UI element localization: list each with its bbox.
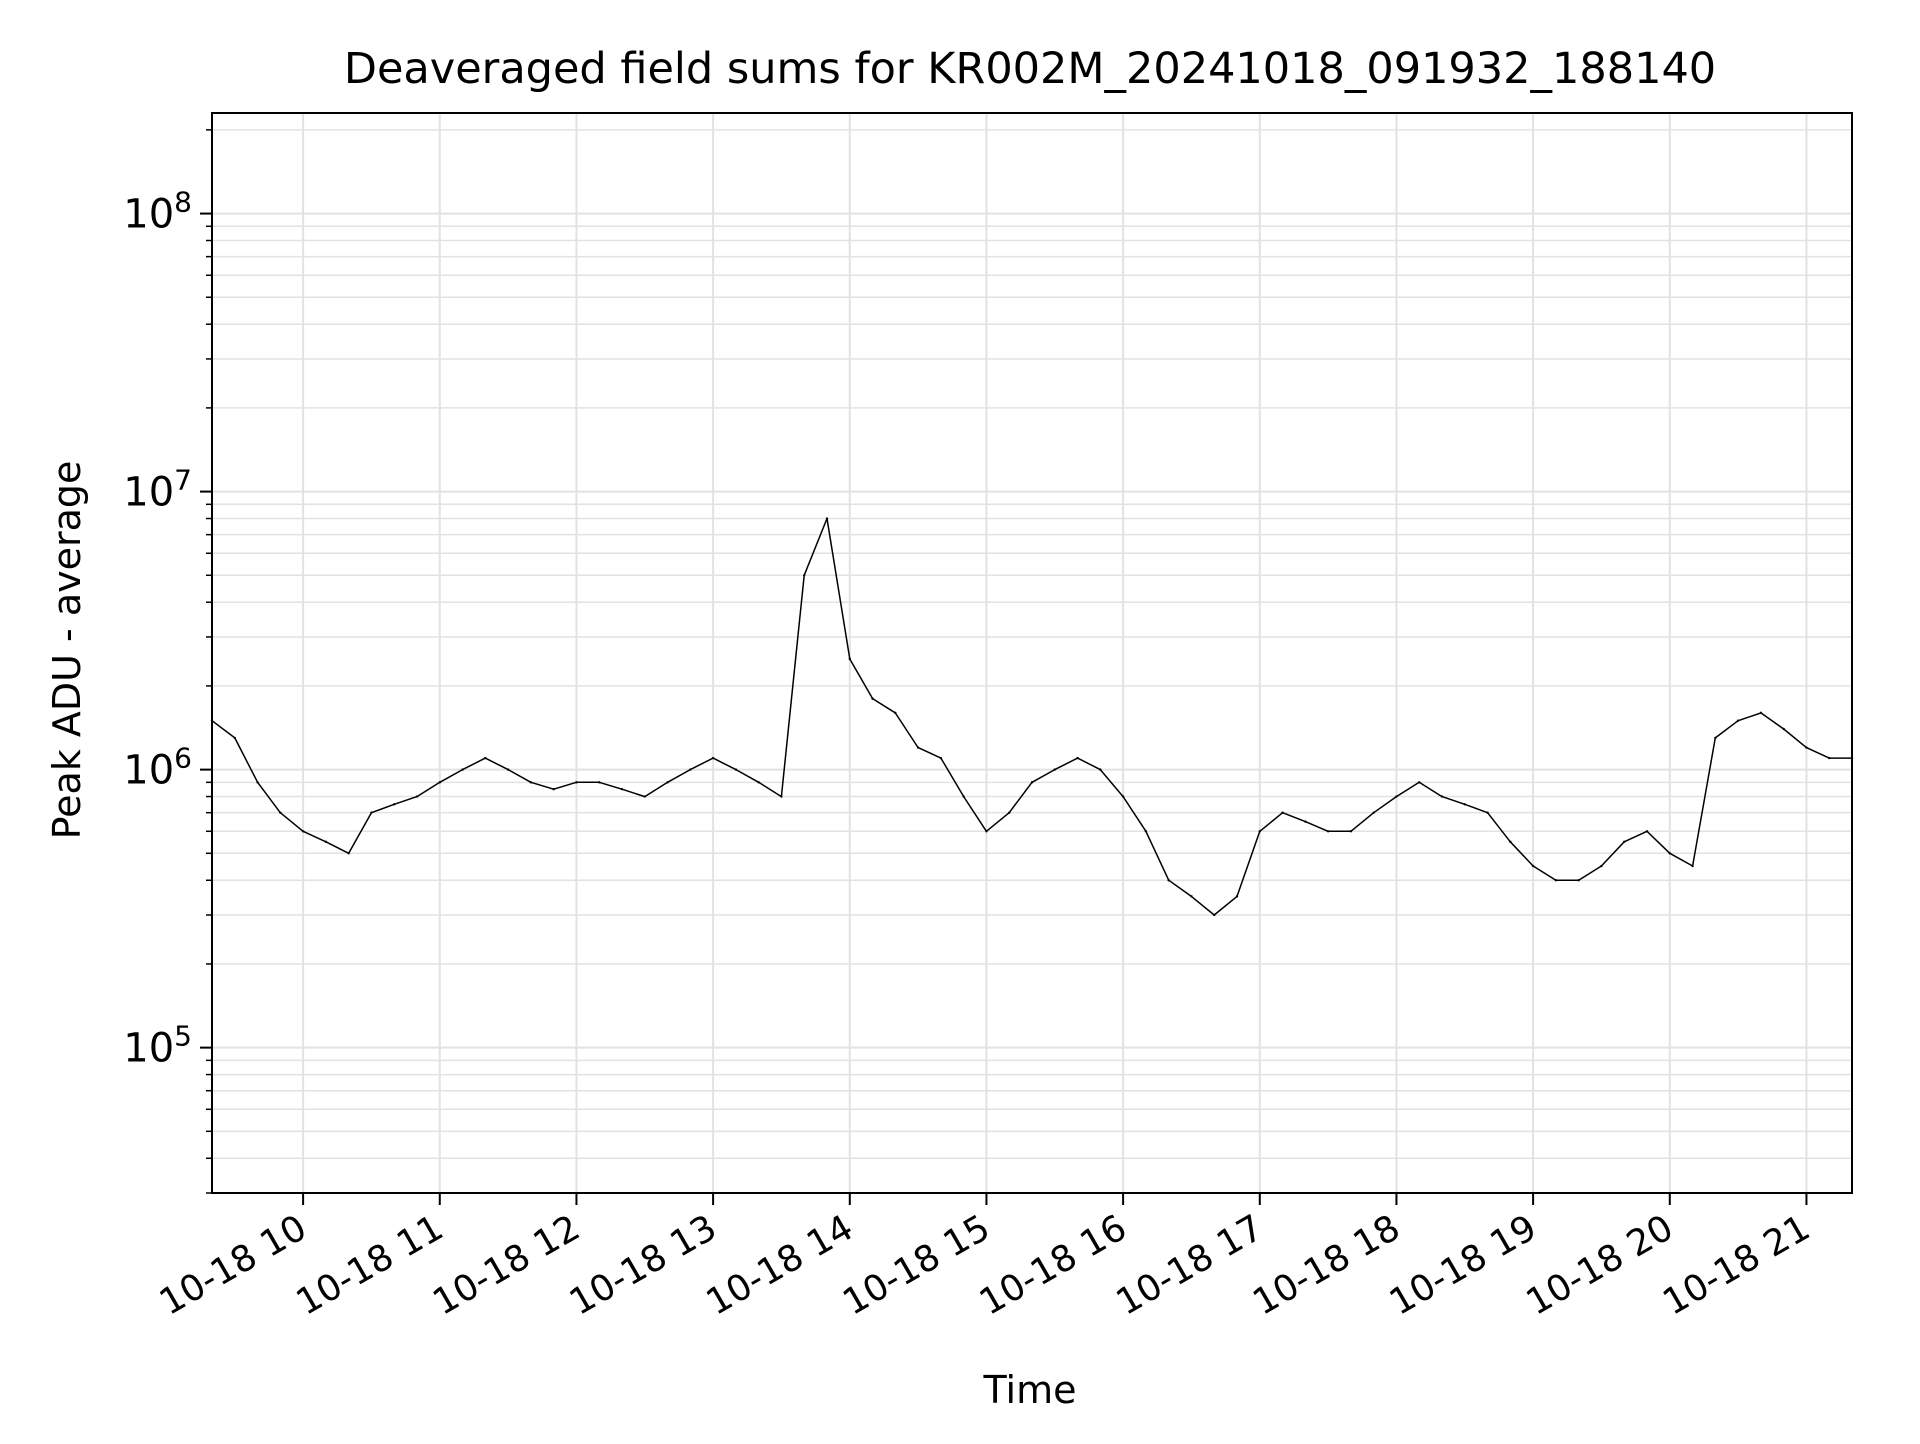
data-point: [552, 788, 555, 791]
data-point: [1144, 830, 1148, 833]
data-point: [803, 574, 806, 577]
data-point: [370, 811, 373, 814]
y-tick-exponent: 5: [174, 1020, 192, 1053]
data-point: [1623, 840, 1626, 843]
data-point: [916, 746, 920, 749]
data-point: [1076, 756, 1079, 760]
data-point: [689, 768, 692, 771]
data-point: [643, 795, 646, 798]
data-point: [1440, 795, 1444, 798]
data-point: [279, 811, 282, 814]
y-tick-base: 10: [123, 192, 174, 238]
data-point: [1782, 727, 1785, 731]
data-point: [1805, 746, 1808, 749]
data-point: [985, 830, 988, 833]
data-point: [1213, 913, 1216, 917]
data-point: [848, 657, 851, 661]
data-point: [301, 830, 305, 833]
data-point: [1418, 781, 1421, 784]
data-point: [506, 768, 510, 771]
data-point: [1828, 756, 1831, 760]
data-point: [711, 756, 715, 760]
y-tick-exponent: 8: [174, 186, 192, 219]
data-point: [1691, 864, 1694, 868]
y-tick-base: 10: [123, 1026, 174, 1072]
data-point: [1372, 811, 1375, 814]
data-point: [1736, 719, 1740, 722]
data-point: [1030, 781, 1034, 784]
y-tick-exponent: 6: [174, 742, 192, 775]
data-point: [1099, 768, 1102, 771]
data-point: [939, 756, 943, 760]
data-point: [1600, 864, 1603, 868]
y-tick-label: 108: [123, 186, 192, 238]
data-point: [1668, 852, 1671, 855]
x-axis-label: Time: [983, 1368, 1077, 1412]
data-point: [1349, 830, 1353, 833]
data-point: [894, 711, 897, 715]
grid-lines: [212, 113, 1852, 1194]
data-point: [1053, 768, 1056, 771]
chart-title: Deaveraged field sums for KR002M_2024101…: [344, 44, 1716, 94]
data-point: [393, 803, 396, 806]
data-point: [1531, 864, 1535, 868]
data-point: [825, 517, 829, 520]
data-point: [598, 781, 601, 784]
data-point: [1714, 736, 1717, 740]
data-point: [757, 781, 760, 784]
y-tick-base: 10: [123, 470, 174, 516]
data-point: [575, 781, 578, 784]
y-tick-label: 107: [123, 464, 192, 516]
y-tick-exponent: 7: [174, 464, 192, 497]
data-point: [1281, 811, 1284, 814]
series-layer: [210, 517, 1854, 917]
data-point: [1258, 830, 1261, 833]
data-point: [1167, 879, 1170, 882]
y-tick-base: 10: [123, 748, 174, 794]
data-point: [780, 795, 783, 798]
plot-frame: [211, 112, 1853, 1194]
data-point: [461, 768, 464, 771]
data-point: [1326, 830, 1330, 833]
data-point: [415, 795, 419, 798]
data-point: [1486, 811, 1489, 814]
data-point: [871, 697, 874, 700]
data-point: [734, 768, 738, 771]
data-point: [1190, 895, 1193, 898]
data-point: [1121, 795, 1125, 798]
data-point: [1463, 803, 1466, 806]
data-point: [233, 736, 236, 740]
data-point: [438, 781, 441, 784]
data-point: [666, 781, 669, 784]
data-point: [1509, 840, 1512, 843]
data-point: [1759, 711, 1763, 715]
data-point: [620, 788, 624, 791]
data-point: [256, 781, 259, 784]
data-point: [1577, 879, 1580, 882]
data-point: [1395, 795, 1398, 798]
data-point: [1554, 879, 1558, 882]
data-point: [1235, 895, 1239, 898]
y-tick-label: 106: [123, 742, 192, 794]
data-point: [1304, 820, 1307, 823]
y-tick-label: 105: [123, 1020, 192, 1072]
data-point: [1645, 830, 1649, 833]
data-point: [347, 852, 350, 855]
data-point: [324, 840, 328, 843]
data-point: [962, 795, 965, 798]
data-point: [484, 756, 487, 760]
y-axis-label: Peak ADU - average: [45, 461, 89, 840]
data-point: [529, 781, 533, 784]
data-point: [1008, 811, 1011, 814]
